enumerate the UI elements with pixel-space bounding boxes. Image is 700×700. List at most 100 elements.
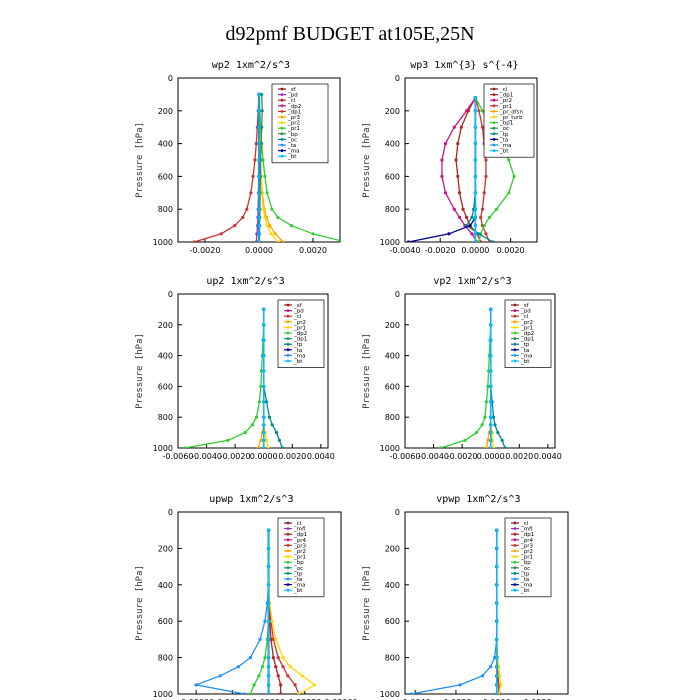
legend-label: _ma — [293, 353, 305, 359]
legend-label: _oc — [499, 126, 509, 132]
legend-marker — [286, 544, 290, 547]
legend-label: _dp2 — [287, 104, 301, 110]
data-point — [257, 232, 261, 236]
data-point — [277, 438, 282, 442]
series-line-dp2 — [440, 309, 492, 448]
legend-label: _tp — [293, 342, 303, 348]
data-point — [266, 528, 271, 532]
legend-label: _pr3 — [287, 115, 301, 121]
data-point — [495, 692, 499, 694]
x-tick-label: 0.0020 — [278, 452, 306, 461]
data-point — [266, 665, 271, 669]
legend-label: _cl — [520, 314, 529, 320]
y-tick-label: 600 — [158, 382, 173, 391]
legend-marker — [286, 309, 290, 312]
y-tick-label: 600 — [385, 382, 400, 391]
series-line-ta — [193, 530, 270, 694]
legend-label: _pd — [520, 309, 531, 315]
y-tick-label: 600 — [158, 172, 173, 181]
y-tick-label: 200 — [385, 544, 400, 553]
y-tick-label: 0 — [395, 74, 400, 83]
data-point — [241, 215, 245, 219]
data-point — [254, 240, 258, 242]
data-point — [495, 683, 499, 687]
legend-label: _pr_turb — [499, 115, 523, 121]
data-point — [480, 109, 485, 113]
y-axis-label: Pressure [hPa] — [362, 122, 372, 198]
legend-marker — [286, 527, 290, 530]
legend-marker — [492, 87, 496, 91]
y-axis-label: Pressure [hPa] — [135, 333, 145, 409]
data-point — [473, 240, 477, 242]
data-point — [269, 232, 273, 236]
legend-label: _pr3 — [293, 543, 307, 549]
data-point — [473, 96, 477, 100]
data-point — [262, 384, 266, 388]
legend-label: _dp2 — [293, 331, 307, 337]
legend-label: _ma — [520, 353, 532, 359]
legend-marker — [286, 326, 290, 329]
series-group — [409, 528, 503, 694]
data-point — [484, 400, 489, 404]
data-point — [473, 215, 477, 219]
data-point — [459, 125, 463, 129]
legend-label: _oc — [287, 137, 297, 143]
data-point — [257, 215, 261, 219]
data-point — [266, 692, 271, 694]
data-point — [484, 174, 488, 178]
legend-marker — [280, 93, 284, 96]
legend-label: _ta — [293, 577, 302, 583]
data-point — [479, 215, 483, 219]
legend-label: _ta — [293, 348, 302, 354]
data-point — [461, 207, 465, 211]
legend-label: _tp — [520, 571, 530, 577]
legend-marker — [286, 521, 290, 525]
data-point — [261, 158, 265, 162]
legend-label: _sf — [520, 303, 530, 309]
x-tick-label: -0.0020 — [220, 452, 251, 461]
legend-marker — [513, 577, 517, 581]
data-point — [495, 637, 499, 642]
data-point — [276, 240, 280, 242]
data-point — [489, 384, 493, 388]
data-point — [251, 174, 255, 178]
legend-marker — [513, 326, 517, 329]
data-point — [344, 240, 347, 243]
data-point — [233, 224, 237, 228]
legend-marker — [492, 110, 496, 113]
data-point — [257, 142, 261, 146]
data-point — [266, 446, 270, 448]
panel-wp2: wp2 1xm^2/s^3 Pressure [hPa] 0 200 400 600 800… — [135, 60, 347, 255]
legend-marker — [286, 348, 290, 352]
data-point — [281, 240, 285, 242]
data-point — [473, 109, 477, 113]
legend-marker — [286, 538, 290, 542]
data-point — [264, 400, 269, 404]
plot-frame — [404, 77, 538, 243]
data-point — [192, 240, 196, 242]
legend-label: _bt — [293, 359, 303, 365]
series-line-pr1 — [258, 94, 340, 242]
legend-label: _ta — [520, 577, 529, 583]
legend-label: _pr1 — [520, 325, 533, 331]
legend-label: _pr1 — [287, 126, 300, 132]
data-point — [498, 674, 502, 678]
x-tick-label: -0.0060 — [163, 452, 194, 461]
legend-label: _bp — [520, 560, 531, 566]
plot-frame — [404, 293, 556, 449]
legend-marker — [286, 303, 290, 307]
data-point — [500, 438, 504, 442]
data-point — [480, 423, 484, 427]
y-tick-label: 800 — [158, 205, 173, 214]
legend-marker — [492, 149, 496, 153]
series-line-ta — [410, 530, 498, 694]
panel-vpwp: vpwp 1xm^2/s^3 Pressure [hPa] 0 200 400 600 80… — [362, 494, 569, 700]
panel-upwp: upwp 1xm^2/s^3 Pressure [hPa] 0 200 400 600 80… — [135, 494, 358, 700]
data-point — [194, 683, 198, 687]
y-tick-label: 400 — [158, 581, 173, 590]
data-point — [447, 232, 451, 236]
data-point — [496, 431, 500, 435]
legend-marker — [513, 544, 517, 547]
legend-marker — [286, 532, 290, 536]
data-point — [494, 207, 499, 211]
